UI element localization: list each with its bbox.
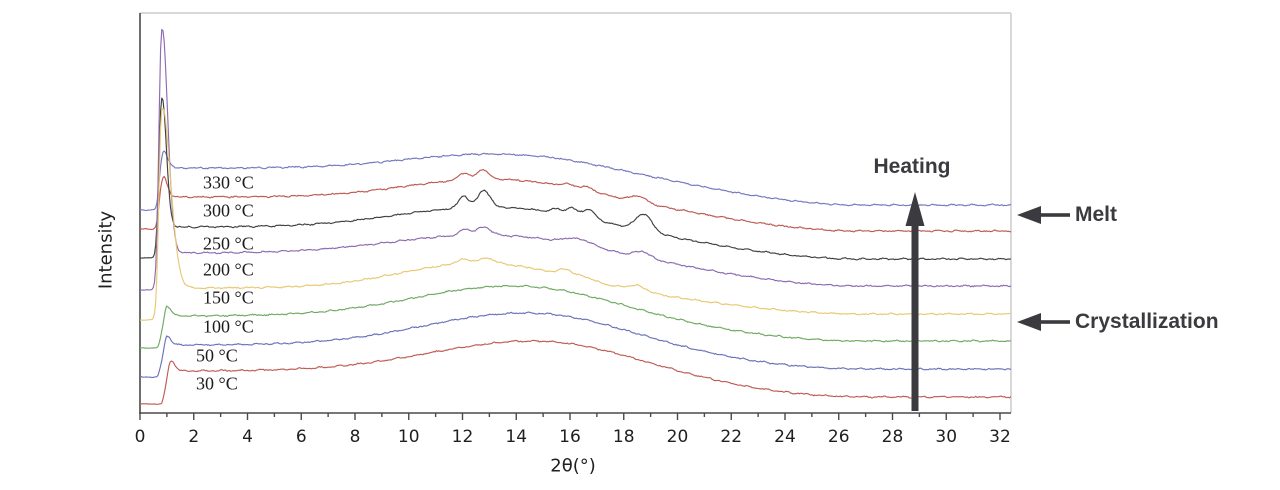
crystallization-arrow-shaft (1038, 320, 1070, 324)
x-tick-label: 18 (613, 427, 635, 447)
curve-330C (140, 150, 1011, 212)
curve-250C (140, 97, 1011, 261)
heating-arrow-head (905, 192, 925, 226)
temperature-label-250C: 250 °C (203, 233, 254, 254)
heating-label: Heating (873, 155, 951, 178)
x-tick-label: 14 (505, 427, 527, 447)
x-tick-label: 12 (452, 427, 474, 447)
heating-arrow-shaft (911, 224, 919, 411)
x-tick-label: 10 (398, 427, 420, 447)
x-tick-label: 4 (242, 427, 253, 447)
x-tick-label: 24 (774, 427, 796, 447)
x-tick-label: 16 (559, 427, 581, 447)
x-tick-label: 0 (135, 427, 146, 447)
curve-50C (140, 311, 1011, 379)
temperature-label-330C: 330 °C (203, 172, 254, 193)
crystallization-arrow-head (1017, 313, 1041, 331)
temperature-label-150C: 150 °C (203, 287, 254, 308)
plot-frame (139, 12, 1012, 414)
x-tick-label: 2 (188, 427, 199, 447)
x-tick-label: 20 (667, 427, 689, 447)
melt-arrow-shaft (1038, 213, 1070, 217)
temperature-label-100C: 100 °C (203, 316, 254, 337)
temperature-label-50C: 50 °C (196, 345, 238, 366)
x-tick-label: 30 (935, 427, 957, 447)
temperature-label-300C: 300 °C (203, 200, 254, 221)
x-axis-label: 2θ(°) (550, 455, 596, 477)
x-tick-label: 28 (882, 427, 904, 447)
x-tick-label: 22 (720, 427, 742, 447)
temperature-label-200C: 200 °C (203, 259, 254, 280)
curve-300C (140, 168, 1011, 233)
x-tick-label: 8 (350, 427, 361, 447)
y-axis-label: Intensity (95, 210, 117, 290)
annotation-arrows (905, 192, 1070, 411)
x-tick-label: 6 (296, 427, 307, 447)
curve-150C (140, 107, 1011, 321)
melt-label: Melt (1075, 203, 1117, 226)
melt-arrow-head (1017, 206, 1041, 224)
x-tick-label: 26 (828, 427, 850, 447)
x-axis-ticks: 0 2 4 6 8 10 12 14 16 18 20 22 24 26 28 30 32 (135, 413, 1011, 447)
temperature-label-30C: 30 °C (196, 373, 238, 394)
diffraction-curves (140, 28, 1011, 405)
crystallization-label: Crystallization (1075, 310, 1219, 333)
curve-200C (140, 28, 1011, 292)
curve-30C (140, 339, 1011, 405)
x-tick-label: 32 (989, 427, 1011, 447)
curve-100C (140, 284, 1011, 349)
